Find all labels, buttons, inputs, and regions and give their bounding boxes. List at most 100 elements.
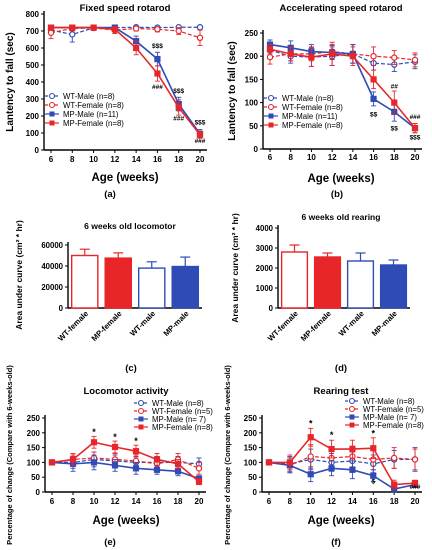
category-label: WT-female [266, 309, 300, 343]
data-point [411, 480, 419, 487]
legend-label: WT-Male (n=8) [152, 399, 204, 408]
panel-label: (e) [104, 537, 116, 548]
series-line-mp_female [51, 441, 200, 483]
data-point [349, 53, 356, 60]
y-tick-label: 50 [248, 473, 257, 482]
category-label: WT-male [128, 309, 158, 339]
x-tick-label: 6 [49, 155, 54, 164]
x-tick-label: 18 [174, 497, 183, 506]
y-axis-label: Area under curve (cm² * hr) [230, 213, 240, 323]
category-label: MP-female [299, 309, 333, 343]
bar-mp-male [171, 265, 200, 309]
y-tick-label: 150 [27, 444, 41, 453]
data-point [47, 24, 55, 31]
legend-label: WT-Female (n=5) [152, 407, 213, 416]
y-tick-label: 200 [244, 429, 258, 438]
legend-label: MP-Male (n=11) [63, 110, 119, 119]
chart-title: Locomotor activity [84, 386, 170, 397]
legend-marker [137, 407, 145, 415]
bar-wt-male [346, 260, 375, 309]
series-line-wt_female [268, 455, 416, 466]
x-tick-label: 14 [132, 155, 141, 164]
data-point [307, 453, 314, 460]
bar-wt-male [137, 267, 166, 309]
significance-mark: ### [410, 114, 421, 121]
chart-title: 6 weeks old locomotor [84, 221, 176, 231]
y-axis-label: Area under curve (cm² * hr) [14, 220, 24, 330]
data-point [390, 454, 398, 462]
y-tick-label: 400 [26, 78, 40, 87]
y-tick-label: 250 [245, 29, 259, 38]
legend-marker [48, 101, 56, 109]
significance-mark: $$$ [195, 120, 206, 127]
chart-panel-d: 6 weeks old rearing 0 1000 2000 3000 4000 Area… [230, 212, 410, 374]
legend-label: WT-Male (n=8) [282, 94, 334, 103]
x-tick-label: 20 [195, 497, 204, 506]
legend-marker [138, 424, 144, 430]
x-tick-label: 8 [288, 497, 293, 506]
panel-label: (d) [335, 363, 347, 374]
x-tick-label: 20 [196, 155, 205, 164]
legend-marker [349, 422, 355, 428]
category-label: MP-male [162, 309, 192, 339]
data-point [69, 31, 76, 38]
significance-mark: * [134, 436, 138, 446]
legend-marker [268, 113, 274, 119]
data-point [411, 125, 419, 132]
data-point [174, 460, 182, 467]
data-point [153, 456, 161, 463]
data-point [411, 456, 419, 463]
significance-mark: * [113, 432, 117, 442]
legend-marker [268, 122, 274, 128]
series-mp_female [265, 427, 419, 490]
x-tick-label: 12 [111, 497, 120, 506]
x-axis-label: Age (weeks) [91, 172, 158, 184]
y-tick-label: 700 [26, 27, 40, 36]
x-tick-label: 10 [306, 497, 315, 506]
series-line-wt_male [268, 458, 415, 465]
data-point [154, 26, 161, 33]
data-point [154, 55, 161, 63]
significance-mark: ## [391, 84, 399, 91]
y-tick-label: 1000 [256, 284, 274, 293]
category-label: WT-female [56, 309, 90, 343]
data-point [287, 50, 294, 57]
y-tick-label: 150 [244, 444, 258, 453]
category-label: WT-male [337, 309, 367, 339]
significance-mark: * [309, 418, 313, 428]
y-tick-label: 500 [26, 61, 40, 70]
data-point [132, 448, 140, 455]
y-axis-label: Percentage of change (Compare with 6-wee… [5, 365, 14, 545]
y-tick-label: 20000 [41, 283, 63, 292]
x-tick-label: 12 [110, 155, 119, 164]
legend: WT-Male (n=8)WT-Female (n=5)MP-Male (n= … [345, 397, 424, 430]
significance-mark: ### [195, 138, 206, 145]
x-tick-label: 8 [288, 153, 293, 162]
y-tick-label: 60000 [41, 241, 63, 250]
chart-panel-f: Rearing test 0 50 100 150 200 250 6 8 10 12 14 16 18 2… [223, 365, 424, 548]
data-point [111, 462, 119, 469]
panel-label: (f) [331, 537, 341, 548]
significance-mark: * [330, 430, 334, 440]
data-point [349, 445, 356, 453]
data-point [195, 465, 203, 472]
x-tick-label: 10 [307, 153, 316, 162]
y-tick-label: 100 [244, 458, 258, 467]
x-axis-label: Age (weeks) [92, 515, 159, 527]
data-point [370, 445, 377, 452]
chart-title: Rearing test [314, 386, 370, 397]
y-tick-label: 100 [27, 458, 41, 467]
x-tick-label: 8 [71, 497, 76, 506]
x-tick-label: 16 [369, 153, 378, 162]
x-tick-label: 16 [369, 497, 378, 506]
series-line-mp_male [51, 461, 200, 480]
series-mp_male [48, 454, 203, 483]
significance-mark: $$ [370, 112, 378, 119]
y-tick-label: 3000 [256, 244, 274, 253]
x-tick-label: 18 [390, 153, 399, 162]
chart-title: 6 weeks old rearing [302, 212, 381, 222]
bar-mp-male [379, 264, 408, 309]
data-point [154, 70, 161, 77]
legend-marker [267, 94, 275, 102]
